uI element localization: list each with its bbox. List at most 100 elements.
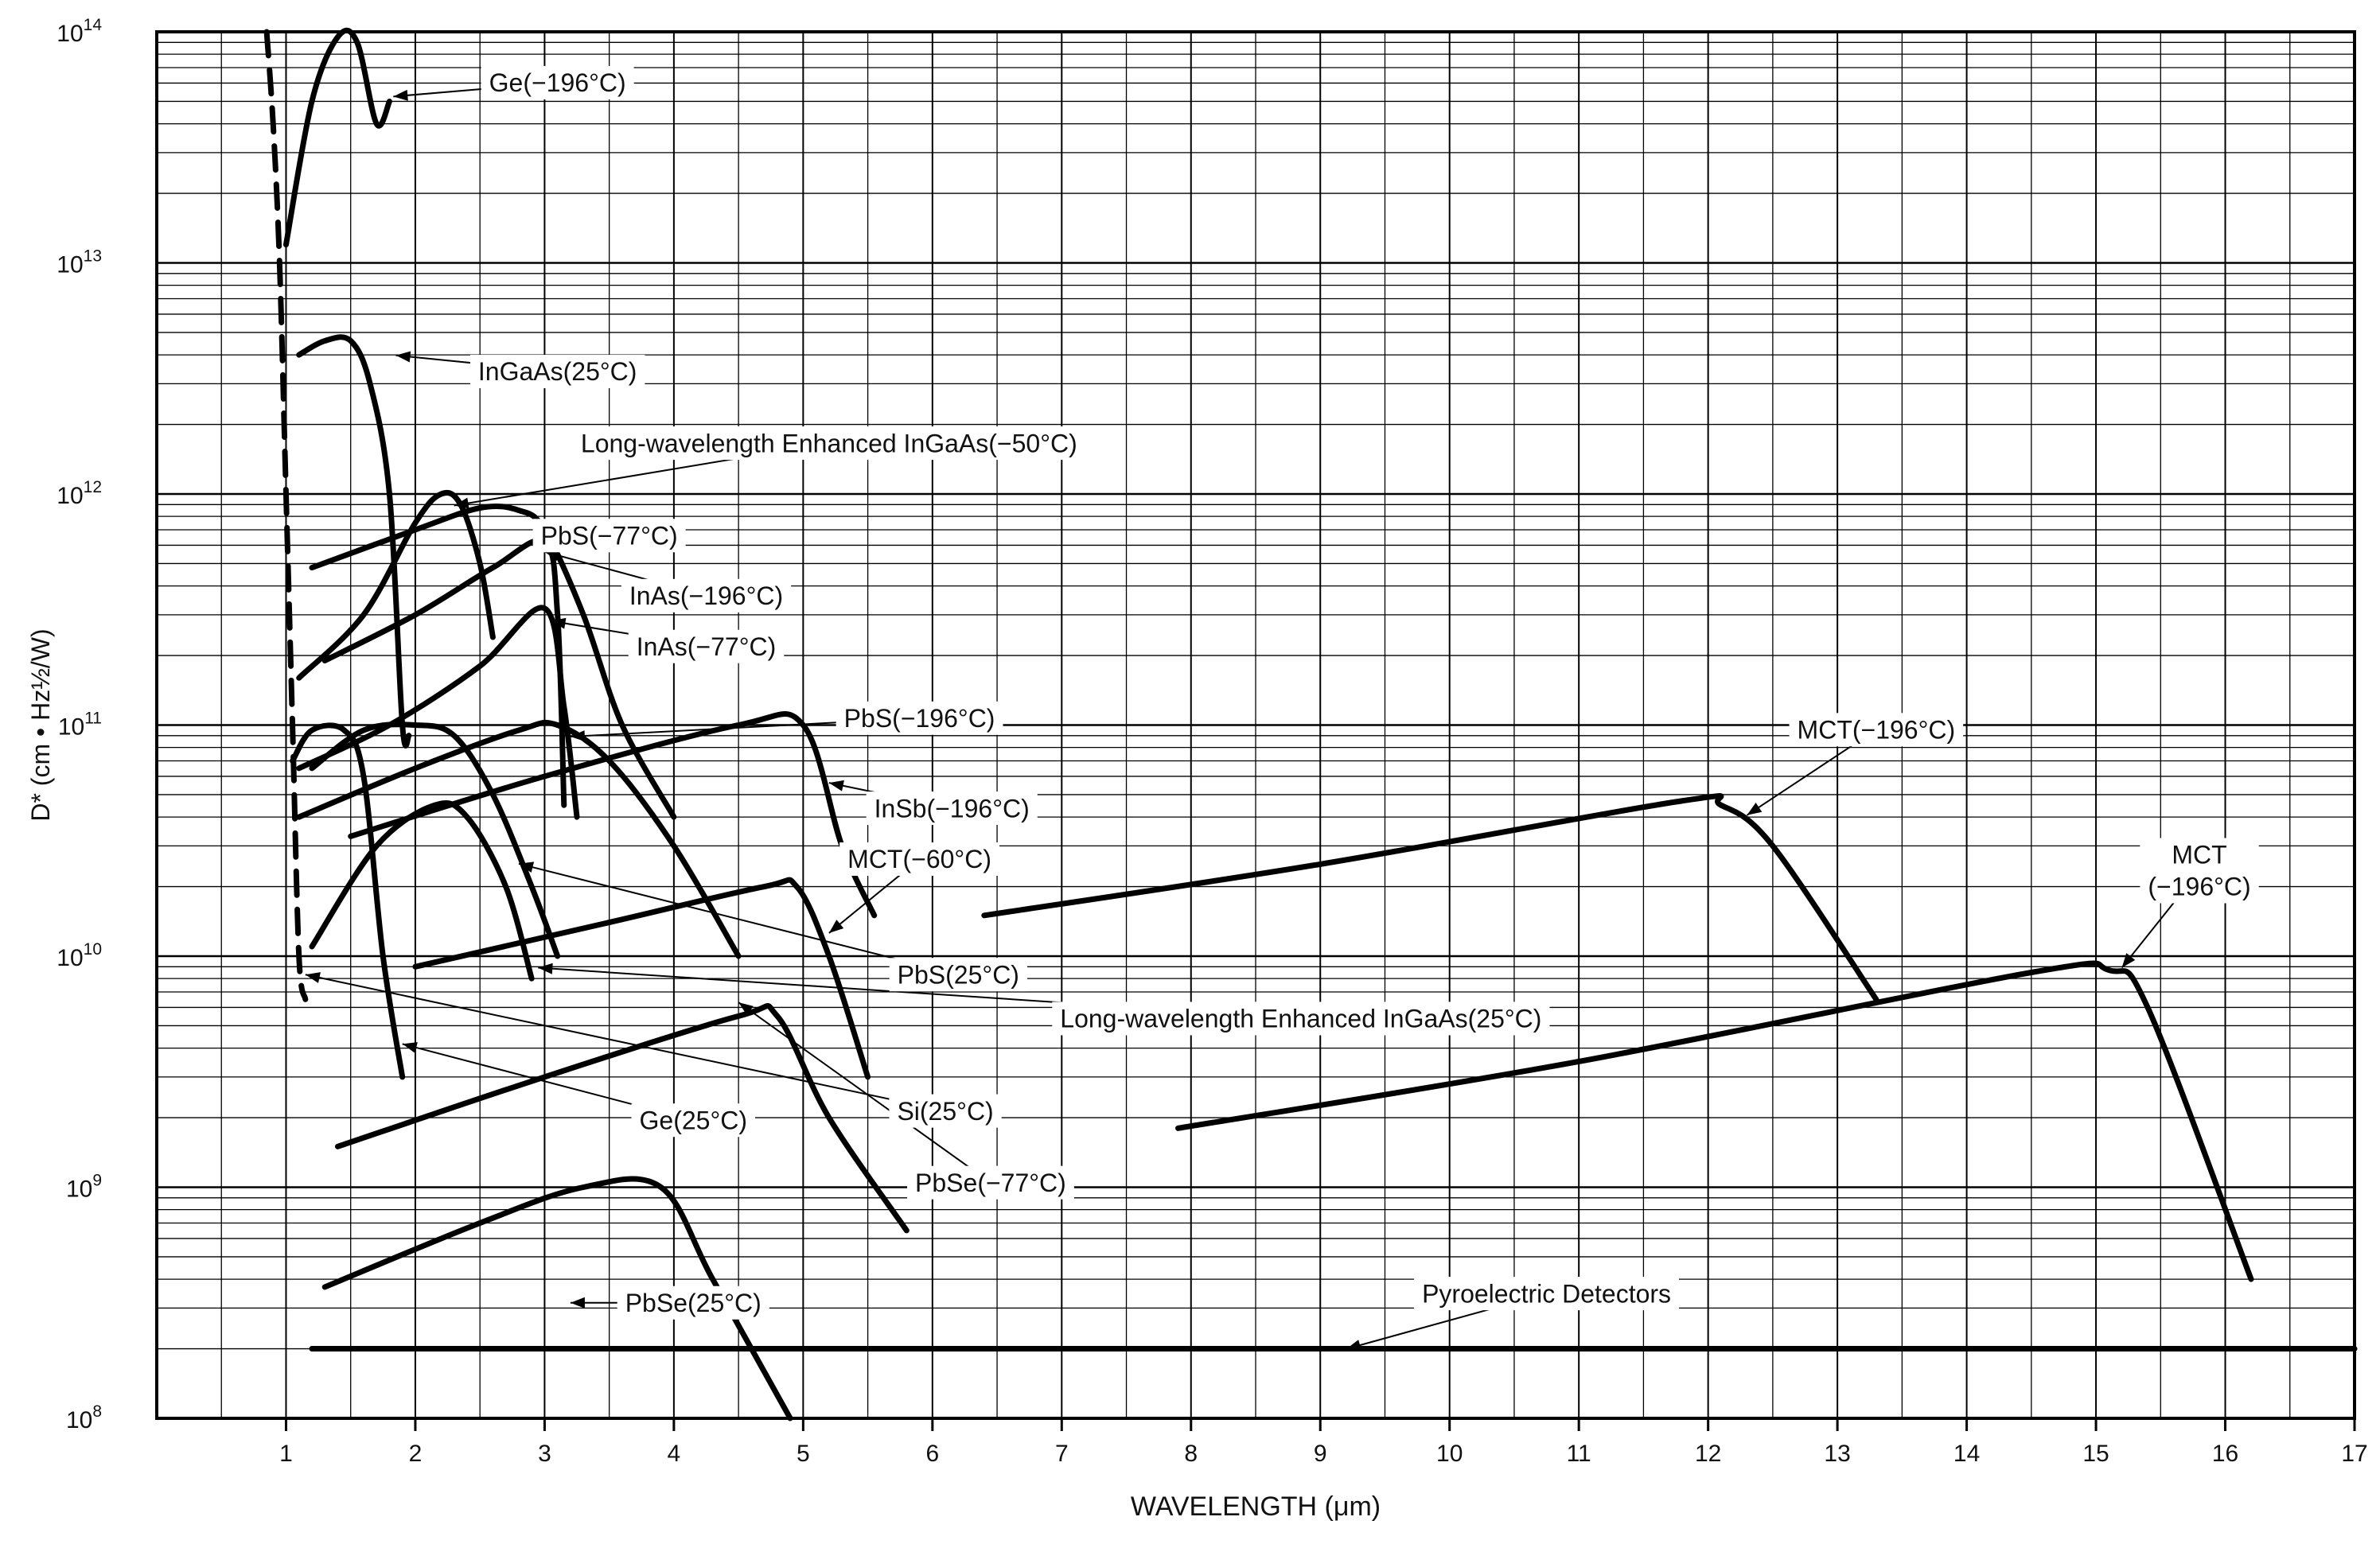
annotation-leader	[518, 862, 959, 976]
annotation-label: InGaAs(25°C)	[469, 355, 645, 389]
annotation-label-bg	[532, 519, 686, 553]
annotation-text: Long-wavelength Enhanced InGaAs(25°C)	[1060, 1005, 1541, 1033]
annotation-arrowhead	[393, 89, 408, 101]
annotation-arrowhead	[828, 780, 844, 791]
annotation-arrowhead	[538, 963, 553, 974]
annotation-text: PbSe(−77°C)	[915, 1169, 1066, 1197]
annotation-label-bg	[839, 842, 999, 876]
x-tick-label: 9	[1314, 1441, 1327, 1467]
annotation-text: PbS(−196°C)	[844, 704, 995, 733]
series-line	[263, 29, 309, 1002]
annotation-text: InGaAs(25°C)	[478, 357, 637, 386]
annotation-label: InAs(−196°C)	[621, 578, 792, 613]
annotation-label: PbS(−77°C)	[532, 519, 686, 553]
annotation-arrowhead	[570, 730, 586, 742]
annotation-label: PbS(−196°C)	[836, 701, 1003, 735]
x-tick-label: 13	[1824, 1441, 1850, 1467]
series-line	[296, 489, 496, 681]
x-tick-label: 6	[925, 1441, 939, 1467]
annotation-label: PbSe(25°C)	[617, 1285, 769, 1320]
annotation-arrowhead	[570, 1297, 585, 1309]
annotation-text: MCT(−60°C)	[847, 845, 991, 873]
x-tick-label: 17	[2341, 1441, 2367, 1467]
x-tick-label: 16	[2212, 1441, 2238, 1467]
annotation-label-bg	[1789, 713, 1964, 747]
series-line	[282, 27, 392, 247]
plot-frame	[155, 30, 2356, 1420]
series-line	[981, 793, 1879, 1002]
annotation-label: MCT(−60°C)	[839, 842, 999, 876]
x-tick-label: 11	[1567, 1441, 1591, 1467]
annotation-label: Long-wavelength Enhanced InGaAs(−50°C)	[572, 426, 1085, 461]
annotation-text: Ge(−196°C)	[489, 68, 626, 97]
x-tick-label: 8	[1184, 1441, 1198, 1467]
y-tick-label: 1012	[56, 478, 102, 509]
annotation-arrowhead	[454, 497, 469, 509]
y-axis-ticks: 108 109 1010 1011 1012 1013 1014	[56, 16, 102, 1433]
annotation-label-bg	[889, 1094, 1002, 1128]
annotation-arrowhead	[1346, 1340, 1361, 1351]
annotation-leader	[738, 1001, 991, 1184]
x-tick-label: 2	[409, 1441, 423, 1467]
annotation-label-bg	[617, 1285, 769, 1320]
annotation-text: MCT	[2172, 841, 2226, 869]
annotation-text: MCT(−196°C)	[1798, 716, 1956, 745]
x-tick-label: 3	[538, 1441, 551, 1467]
series-line	[296, 605, 580, 820]
y-tick-label: 1011	[58, 710, 102, 741]
x-tick-label: 14	[1953, 1441, 1980, 1467]
annotation-leaders	[305, 81, 2200, 1351]
annotation-arrowhead	[2121, 953, 2136, 968]
annotation-label: InSb(−196°C)	[866, 791, 1038, 826]
annotation-label-bg	[469, 355, 645, 389]
annotation-label: PbSe(−77°C)	[907, 1165, 1074, 1200]
annotation-text: InAs(−196°C)	[629, 581, 783, 610]
annotation-label: Ge(25°C)	[631, 1103, 756, 1138]
y-tick-label: 109	[66, 1172, 102, 1203]
x-axis-label: WAVELENGTH (μm)	[1131, 1491, 1381, 1522]
annotation-label: Pyroelectric Detectors	[1414, 1277, 1680, 1311]
series-line	[334, 1003, 910, 1234]
annotation-label-bg	[621, 578, 792, 613]
x-tick-label: 7	[1055, 1441, 1069, 1467]
annotation-label-bg	[889, 958, 1027, 992]
annotation-label-bg	[2140, 838, 2259, 904]
annotation-arrowhead	[551, 617, 567, 629]
series-line	[290, 722, 406, 1080]
y-tick-label: 1014	[56, 16, 102, 47]
annotation-label: MCT (−196°C)	[2140, 838, 2259, 904]
annotation-label-bg	[907, 1165, 1074, 1200]
annotation-label-bg	[1052, 1001, 1550, 1036]
annotation-text: Si(25°C)	[897, 1097, 993, 1126]
annotation-arrowhead	[1747, 803, 1763, 815]
y-tick-label: 108	[66, 1402, 102, 1433]
annotation-text: PbS(25°C)	[898, 960, 1019, 989]
annotation-label: MCT(−196°C)	[1789, 713, 1964, 747]
annotation-label-bg	[572, 426, 1085, 461]
annotation-arrowhead	[544, 550, 560, 562]
y-axis-label: D* (cm • Hz½/W)	[26, 628, 55, 821]
y-tick-label: 1013	[56, 247, 102, 278]
annotation-labels: Ge(−196°C) InGaAs(25°C) Long-wavelength En…	[469, 65, 2259, 1320]
series-line	[309, 721, 561, 959]
annotation-text: Pyroelectric Detectors	[1422, 1279, 1671, 1308]
annotation-text: InSb(−196°C)	[874, 794, 1030, 823]
x-tick-label: 10	[1436, 1441, 1463, 1467]
annotation-text: (−196°C)	[2148, 873, 2250, 901]
series-line	[296, 719, 742, 959]
annotation-label-bg	[631, 1103, 756, 1138]
annotation-arrowhead	[828, 920, 844, 933]
x-tick-label: 5	[797, 1441, 810, 1467]
series-line	[1175, 960, 2254, 1282]
y-tick-label: 1010	[56, 940, 102, 971]
annotation-label-bg	[628, 629, 785, 663]
annotation-label: Ge(−196°C)	[481, 65, 634, 99]
x-tick-label: 12	[1695, 1441, 1721, 1467]
x-tick-label: 15	[2082, 1441, 2109, 1467]
series-line	[309, 800, 535, 982]
annotation-text: Ge(25°C)	[640, 1106, 748, 1134]
annotation-arrowhead	[738, 1002, 754, 1016]
annotation-leader	[305, 974, 946, 1112]
series-line	[412, 877, 871, 1080]
